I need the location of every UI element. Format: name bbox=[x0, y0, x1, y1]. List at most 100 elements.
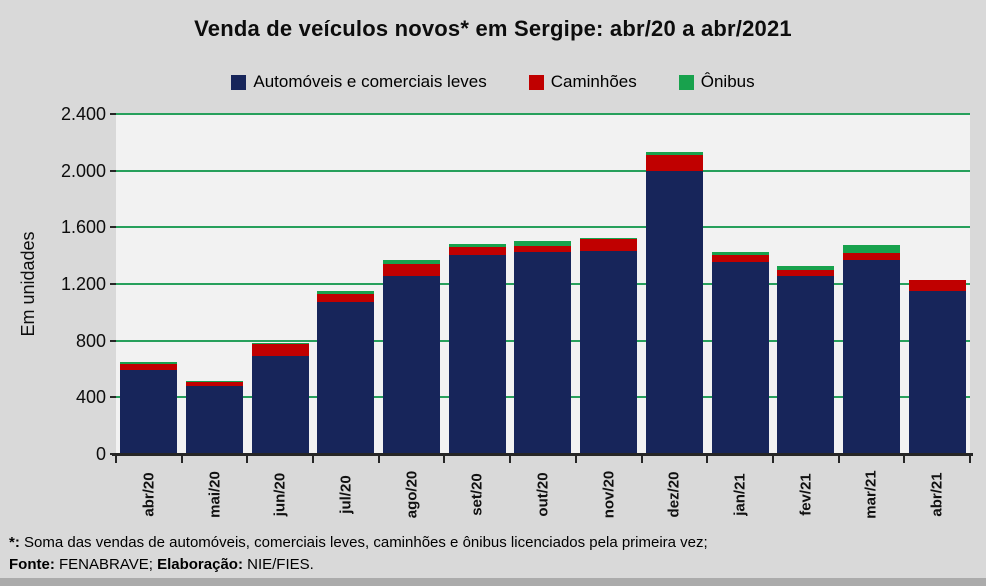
legend-item-automoveis: Automóveis e comerciais leves bbox=[231, 72, 487, 92]
x-tick-mark bbox=[509, 456, 512, 463]
y-tick-mark bbox=[110, 226, 116, 229]
x-tick-label-ago/20: ago/20 bbox=[403, 470, 421, 519]
bar-segment-jun/20-Caminhões bbox=[251, 344, 309, 356]
legend-label-automoveis: Automóveis e comerciais leves bbox=[253, 72, 487, 91]
bar-segment-jul/20-Automóveis e comerciais leves bbox=[317, 302, 375, 454]
bar-segment-mai/20-Ônibus bbox=[186, 381, 244, 382]
footer-notes: *: Soma das vendas de automóveis, comerc… bbox=[9, 532, 979, 576]
bar-abr/21 bbox=[904, 114, 970, 454]
x-tick-mark bbox=[706, 456, 709, 463]
x-tick-label-abr/20: abr/20 bbox=[140, 472, 158, 517]
bar-segment-out/20-Ônibus bbox=[514, 241, 572, 247]
elaboracao-label: Elaboração: bbox=[157, 556, 243, 573]
bar-segment-fev/21-Ônibus bbox=[777, 266, 835, 270]
legend-swatch-green-icon bbox=[678, 74, 694, 90]
bar-nov/20 bbox=[576, 114, 642, 454]
x-tick-label-nov/20: nov/20 bbox=[600, 470, 618, 519]
fonte-value: FENABRAVE; bbox=[54, 556, 158, 573]
x-tick-mark bbox=[969, 456, 971, 463]
footnote-line: *: Soma das vendas de automóveis, comerc… bbox=[9, 532, 979, 554]
x-tick-label-dez/20: dez/20 bbox=[665, 471, 683, 518]
bar-segment-abr/21-Automóveis e comerciais leves bbox=[908, 291, 966, 454]
bar-segment-mai/20-Automóveis e comerciais leves bbox=[186, 386, 244, 454]
y-tick-mark bbox=[110, 339, 116, 342]
bottom-strip bbox=[0, 578, 986, 586]
legend-swatch-red-icon bbox=[528, 74, 544, 90]
bar-segment-jun/20-Automóveis e comerciais leves bbox=[251, 356, 309, 454]
x-tick-mark bbox=[312, 456, 315, 463]
y-tick-mark bbox=[110, 396, 116, 399]
bar-segment-dez/20-Automóveis e comerciais leves bbox=[645, 170, 703, 454]
footnote-asterisk: *: bbox=[9, 534, 20, 551]
bar-segment-abr/20-Caminhões bbox=[120, 363, 178, 371]
x-tick-mark bbox=[377, 456, 380, 463]
bar-abr/20 bbox=[116, 114, 182, 454]
bar-mar/21 bbox=[839, 114, 905, 454]
bar-segment-abr/21-Ônibus bbox=[908, 279, 966, 281]
bar-segment-jul/20-Caminhões bbox=[317, 293, 375, 303]
bar-segment-out/20-Automóveis e comerciais leves bbox=[514, 252, 572, 454]
bar-segment-out/20-Caminhões bbox=[514, 246, 572, 253]
x-tick-label-mar/21: mar/21 bbox=[862, 470, 880, 519]
x-tick-mark bbox=[903, 456, 906, 463]
x-tick-label-jun/20: jun/20 bbox=[271, 472, 289, 517]
x-tick-mark bbox=[640, 456, 643, 463]
bar-segment-set/20-Automóveis e comerciais leves bbox=[448, 254, 506, 454]
y-tick-label-1.600: 1.600 bbox=[60, 217, 106, 238]
legend-label-onibus: Ônibus bbox=[700, 72, 755, 91]
chart-title: Venda de veículos novos* em Sergipe: abr… bbox=[194, 16, 792, 41]
bar-series-container bbox=[116, 114, 970, 454]
bar-segment-mar/21-Caminhões bbox=[842, 253, 900, 260]
x-tick-label-out/20: out/20 bbox=[534, 472, 552, 517]
x-tick-mark bbox=[115, 456, 117, 463]
bar-out/20 bbox=[510, 114, 576, 454]
bar-segment-dez/20-Ônibus bbox=[645, 151, 703, 155]
plot-area bbox=[116, 113, 970, 454]
bar-segment-jan/21-Automóveis e comerciais leves bbox=[711, 262, 769, 454]
bar-segment-nov/20-Ônibus bbox=[580, 238, 638, 240]
bar-dez/20 bbox=[642, 114, 708, 454]
x-tick-label-abr/21: abr/21 bbox=[928, 472, 946, 517]
legend-item-caminhoes: Caminhões bbox=[528, 72, 637, 92]
footnote-text: Soma das vendas de automóveis, comerciai… bbox=[19, 534, 708, 551]
y-tick-mark bbox=[110, 169, 116, 172]
bar-segment-set/20-Ônibus bbox=[448, 243, 506, 247]
gridline-2400 bbox=[116, 113, 970, 115]
bar-segment-jul/20-Ônibus bbox=[317, 291, 375, 294]
bar-segment-jun/20-Ônibus bbox=[251, 343, 309, 344]
x-tick-mark bbox=[443, 456, 446, 463]
x-tick-mark bbox=[246, 456, 249, 463]
x-tick-label-jul/20: jul/20 bbox=[337, 475, 355, 514]
bar-segment-ago/20-Caminhões bbox=[383, 263, 441, 276]
y-tick-label-0: 0 bbox=[95, 444, 106, 464]
bar-segment-abr/20-Automóveis e comerciais leves bbox=[120, 370, 178, 454]
legend-label-caminhoes: Caminhões bbox=[550, 72, 637, 91]
bar-segment-fev/21-Automóveis e comerciais leves bbox=[777, 275, 835, 454]
bar-fev/21 bbox=[773, 114, 839, 454]
y-tick-mark bbox=[110, 283, 116, 285]
bar-segment-mar/21-Automóveis e comerciais leves bbox=[842, 259, 900, 454]
bar-jan/21 bbox=[707, 114, 773, 454]
fonte-label: Fonte: bbox=[9, 556, 55, 573]
bar-mai/20 bbox=[182, 114, 248, 454]
chart-legend: Automóveis e comerciais leves Caminhões … bbox=[0, 72, 986, 92]
bar-segment-ago/20-Automóveis e comerciais leves bbox=[383, 275, 441, 454]
bar-jun/20 bbox=[247, 114, 313, 454]
legend-item-onibus: Ônibus bbox=[678, 72, 755, 92]
bar-segment-abr/20-Ônibus bbox=[120, 361, 178, 364]
legend-swatch-navy-icon bbox=[231, 74, 247, 90]
bar-segment-dez/20-Caminhões bbox=[645, 154, 703, 171]
elaboracao-value: NIE/FIES. bbox=[242, 556, 314, 573]
bar-set/20 bbox=[444, 114, 510, 454]
y-tick-mark bbox=[110, 453, 116, 455]
y-tick-label-400: 400 bbox=[75, 387, 106, 408]
bar-ago/20 bbox=[379, 114, 445, 454]
x-tick-label-mai/20: mai/20 bbox=[206, 471, 224, 518]
x-axis-line bbox=[112, 453, 973, 456]
gridline-2000 bbox=[116, 169, 970, 172]
x-tick-label-set/20: set/20 bbox=[468, 473, 486, 516]
bar-segment-abr/21-Caminhões bbox=[908, 280, 966, 292]
y-tick-mark bbox=[110, 113, 116, 115]
bar-segment-nov/20-Automóveis e comerciais leves bbox=[580, 250, 638, 454]
